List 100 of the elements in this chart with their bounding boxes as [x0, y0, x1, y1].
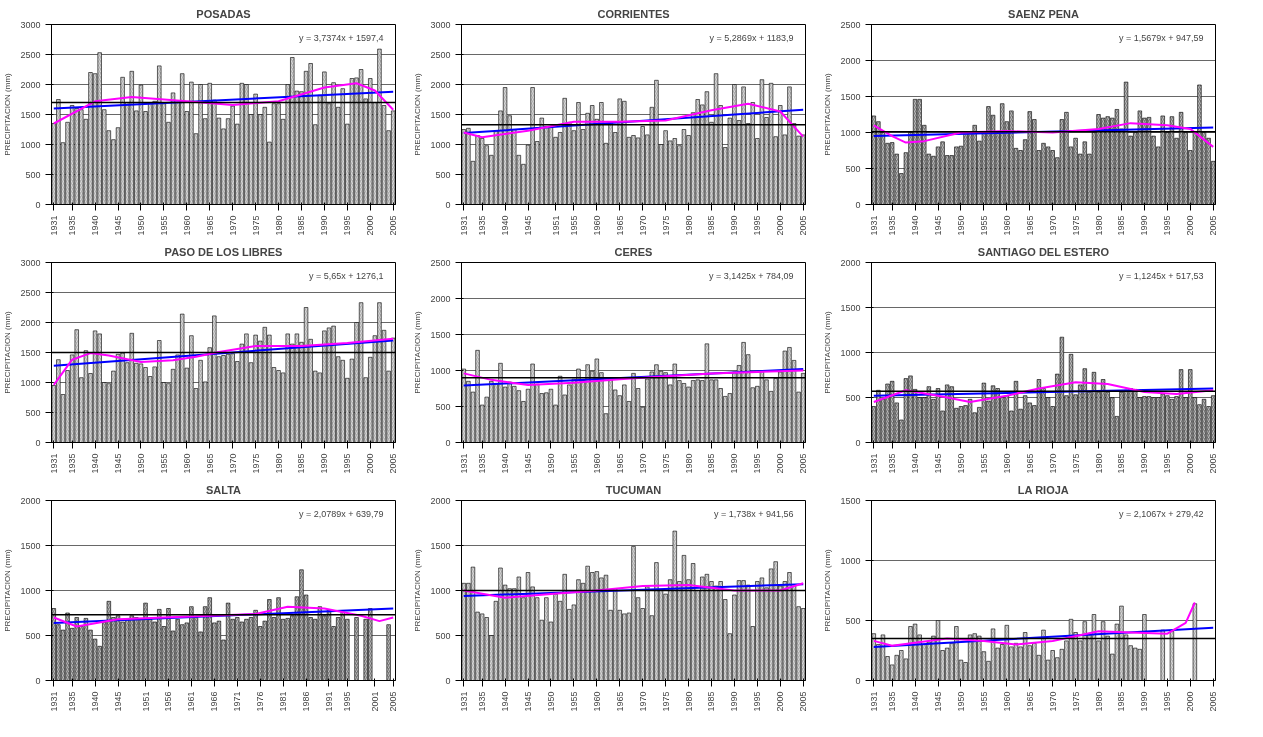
y-tick-label: 1500	[20, 347, 41, 358]
y-tick-label: 500	[845, 615, 861, 626]
x-tick-label: 1985	[1116, 691, 1127, 712]
y-tick-label: 500	[435, 401, 451, 412]
x-tick-label: 2000	[1185, 215, 1196, 236]
x-tick-label: 1980	[683, 453, 694, 474]
x-tick-label: 1990	[729, 215, 740, 236]
x-tick-label: 1935	[67, 691, 78, 712]
y-tick-label: 0	[445, 675, 451, 686]
chart-title: POSADAS	[196, 7, 251, 20]
y-tick-label: 2000	[840, 257, 861, 268]
chart-title: SAENZ PENA	[1008, 7, 1080, 20]
x-tick-label: 1955	[158, 453, 169, 474]
x-tick-label: 1950	[955, 215, 966, 236]
x-tick-label: 1990	[1139, 453, 1150, 474]
x-tick-label: 1950	[955, 453, 966, 474]
x-tick-label: 2000	[775, 691, 786, 712]
y-axis-title: PRECIPITACION (mm)	[413, 548, 423, 632]
x-tick-label: 1945	[933, 215, 944, 236]
x-tick-label: 1935	[887, 691, 898, 712]
x-tick-label: 1970	[637, 691, 648, 712]
x-tick-label: 2000	[365, 215, 376, 236]
x-tick-label: 1986	[301, 691, 312, 712]
x-tick-label: 1945	[523, 691, 534, 712]
y-tick-label: 1500	[20, 540, 41, 551]
y-tick-label: 500	[25, 407, 41, 418]
x-tick-label: 1970	[1047, 691, 1058, 712]
y-tick-label: 1500	[20, 109, 41, 120]
x-tick-label: 1961	[186, 691, 197, 712]
y-tick-label: 2000	[430, 495, 451, 506]
x-tick-label: 1965	[204, 453, 215, 474]
x-tick-label: 2000	[1185, 691, 1196, 712]
y-tick-label: 1500	[430, 109, 451, 120]
x-tick-label: 1965	[614, 215, 625, 236]
x-tick-label: 1940	[910, 215, 921, 236]
y-tick-label: 1500	[840, 495, 861, 506]
x-tick-label: 2005	[388, 691, 399, 712]
x-tick-label: 1935	[67, 453, 78, 474]
x-tick-label: 1955	[568, 215, 579, 236]
chart-title: CORRIENTES	[597, 7, 670, 20]
x-tick-label: 1985	[1116, 453, 1127, 474]
y-tick-label: 0	[445, 437, 451, 448]
y-tick-label: 2500	[840, 19, 861, 30]
x-tick-label: 2005	[388, 453, 399, 474]
chart-title: SALTA	[205, 483, 242, 496]
x-tick-label: 1985	[296, 215, 307, 236]
y-tick-label: 500	[845, 163, 861, 174]
x-tick-label: 1980	[1093, 215, 1104, 236]
y-tick-label: 1000	[20, 139, 41, 150]
x-tick-label: 1995	[752, 215, 763, 236]
x-tick-label: 1950	[545, 691, 556, 712]
y-tick-label: 2000	[20, 317, 41, 328]
x-tick-label: 1965	[204, 215, 215, 236]
x-tick-label: 1995	[1162, 691, 1173, 712]
x-tick-label: 1940	[500, 215, 511, 236]
x-tick-label: 2001	[369, 691, 380, 712]
x-tick-label: 1950	[955, 691, 966, 712]
y-tick-label: 2500	[20, 49, 41, 60]
x-tick-label: 1970	[1047, 215, 1058, 236]
chart-title: SANTIAGO DEL ESTERO	[977, 245, 1110, 258]
x-tick-label: 1985	[1116, 215, 1127, 236]
x-tick-label: 1935	[477, 215, 488, 236]
x-tick-label: 1991	[323, 691, 334, 712]
x-tick-label: 1931	[868, 215, 879, 236]
y-tick-label: 1000	[430, 139, 451, 150]
x-tick-label: 1931	[458, 691, 469, 712]
x-tick-label: 1995	[1162, 453, 1173, 474]
x-tick-label: 1950	[135, 215, 146, 236]
x-tick-label: 1931	[48, 215, 59, 236]
y-tick-label: 3000	[20, 19, 41, 30]
x-tick-label: 1966	[209, 691, 220, 712]
x-tick-label: 1940	[90, 215, 101, 236]
x-tick-label: 1960	[1001, 691, 1012, 712]
x-tick-label: 1945	[113, 215, 124, 236]
y-tick-label: 1000	[20, 585, 41, 596]
y-tick-label: 2500	[430, 49, 451, 60]
x-tick-label: 1981	[278, 691, 289, 712]
x-tick-label: 1960	[181, 215, 192, 236]
x-tick-label: 1940	[90, 453, 101, 474]
x-tick-label: 1965	[614, 453, 625, 474]
x-tick-label: 1985	[706, 453, 717, 474]
x-tick-label: 1970	[227, 453, 238, 474]
x-tick-label: 1980	[1093, 453, 1104, 474]
x-tick-label: 1931	[868, 691, 879, 712]
y-tick-label: 1000	[430, 585, 451, 596]
chart-title: LA RIOJA	[1017, 483, 1069, 496]
x-tick-label: 1975	[1070, 453, 1081, 474]
x-tick-label: 2000	[775, 453, 786, 474]
x-tick-label: 1990	[729, 691, 740, 712]
annotation: y = 5,2869x + 1183,9	[709, 32, 794, 43]
y-tick-label: 1000	[20, 377, 41, 388]
x-tick-label: 1931	[458, 453, 469, 474]
y-tick-label: 1000	[430, 365, 451, 376]
x-tick-label: 1970	[637, 453, 648, 474]
y-tick-label: 500	[25, 169, 41, 180]
y-tick-label: 500	[435, 169, 451, 180]
x-tick-label: 2005	[1208, 215, 1219, 236]
x-tick-label: 1945	[933, 691, 944, 712]
chart-title: TUCUMAN	[605, 483, 662, 496]
y-axis-title: PRECIPITACION (mm)	[3, 548, 13, 632]
